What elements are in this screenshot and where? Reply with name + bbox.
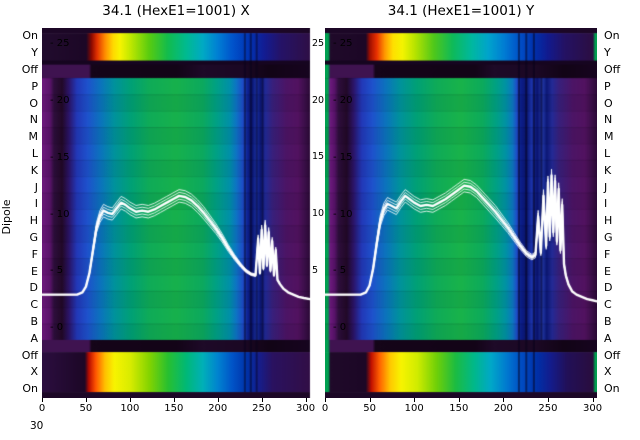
row-label-left-off: Off (21, 348, 38, 362)
row-label-right-o: O (604, 96, 613, 110)
x-tick-label: 150 (164, 403, 184, 414)
row-label-left-y: Y (31, 46, 38, 60)
row-label-left-on: On (22, 29, 38, 43)
y-tick-label: - 25 (333, 38, 353, 50)
row-label-right-a: A (604, 331, 612, 345)
row-label-left-on: On (22, 382, 38, 396)
x-tick-label: 300 (296, 403, 316, 414)
row-label-right-b: B (604, 315, 612, 328)
heatmap-panel-y (325, 28, 597, 398)
row-label-left-d: D (29, 281, 38, 295)
row-label-right-l: L (604, 147, 611, 160)
x-tick-label: 100 (120, 403, 140, 414)
row-label-right-off: Off (604, 63, 621, 76)
y-tick-label-right: 25 (312, 37, 325, 49)
x-tick-mark (85, 398, 87, 402)
row-label-left-b: B (30, 315, 38, 328)
x-tick-label: 0 (321, 403, 329, 414)
x-tick-mark (547, 398, 549, 402)
row-label-right-h: H (604, 214, 613, 228)
x-tick-label: 300 (582, 403, 603, 414)
row-label-left-n: N (29, 113, 38, 127)
row-label-left-i: I (34, 197, 38, 211)
x-tick-mark (325, 398, 326, 402)
row-label-left-g: G (29, 231, 38, 244)
x-tick-mark (173, 398, 175, 402)
row-label-right-g: G (604, 231, 613, 244)
y-tick-label: - 0 (333, 322, 347, 333)
row-label-left-e: E (31, 264, 38, 278)
row-label-left-m: M (28, 130, 39, 144)
x-tick-mark (503, 398, 505, 402)
y-tick-label-right: 5 (312, 264, 319, 276)
row-label-left-c: C (30, 298, 38, 312)
x-tick-mark (305, 398, 307, 402)
row-label-left-off: Off (21, 63, 38, 76)
x-tick-label: 100 (404, 403, 424, 414)
row-label-left-o: O (29, 96, 38, 110)
x-tick-mark (458, 398, 460, 402)
y-tick-label: - 20 (333, 95, 353, 106)
row-label-left-l: L (31, 147, 38, 160)
panel-title-x: 34.1 (HexE1=1001) X (102, 3, 250, 19)
row-label-left-k: K (30, 163, 38, 177)
y-tick-label: - 15 (333, 151, 353, 163)
row-label-left-j: J (34, 180, 38, 194)
heatmap-panel-x (42, 28, 326, 398)
y-tick-label: - 10 (50, 208, 70, 220)
x-tick-label: 50 (363, 403, 376, 414)
y-tick-label-right: 10 (312, 208, 325, 219)
x-tick-mark (217, 398, 219, 402)
row-label-right-d: D (604, 281, 613, 295)
y-tick-label: - 10 (333, 208, 353, 220)
row-label-left-h: H (29, 214, 38, 228)
row-label-left-f: F (31, 247, 38, 261)
row-label-right-on: On (604, 382, 620, 396)
y-tick-label-right: 20 (312, 94, 325, 106)
row-label-right-c: C (604, 298, 612, 312)
row-label-right-m: M (604, 130, 614, 144)
x-tick-label: 50 (79, 403, 93, 414)
row-label-left-p: P (31, 79, 38, 93)
x-tick-mark (261, 398, 263, 402)
x-tick-label: 200 (208, 403, 228, 414)
y-tick-label: - 25 (50, 38, 70, 50)
row-label-left-x: X (30, 365, 38, 379)
row-label-left-a: A (30, 331, 38, 345)
row-label-right-on: On (604, 29, 620, 43)
row-label-right-p: P (604, 79, 611, 93)
y-tick-label: - 20 (50, 95, 70, 106)
panel-title-y: 34.1 (HexE1=1001) Y (387, 3, 535, 19)
row-label-right-f: F (604, 247, 611, 261)
y-tick-label: - 15 (50, 151, 70, 163)
x-tick-mark (414, 398, 416, 402)
x-tick-mark (42, 398, 43, 402)
x-tick-mark (592, 398, 594, 402)
x-tick-label: 0 (38, 403, 46, 414)
x-tick-label: 200 (493, 403, 513, 414)
x-tick-label: 250 (538, 403, 558, 414)
x-tick-mark (369, 398, 371, 402)
row-label-right-e: E (604, 264, 611, 278)
y-tick-label: - 0 (50, 322, 64, 333)
x-tick-label: 250 (252, 403, 272, 414)
row-label-right-j: J (604, 180, 608, 194)
y-tick-label: - 5 (333, 265, 347, 277)
row-label-right-n: N (604, 113, 613, 127)
row-label-right-k: K (604, 163, 612, 177)
row-label-right-off: Off (604, 348, 621, 362)
stray-label-30: 30 (30, 420, 44, 432)
y-tick-label: - 5 (50, 265, 64, 277)
y-tick-label-right: 15 (312, 151, 325, 163)
row-label-right-x: X (604, 365, 612, 379)
x-tick-mark (129, 398, 131, 402)
x-tick-label: 150 (449, 403, 469, 414)
row-label-right-i: I (604, 197, 608, 211)
row-label-right-y: Y (604, 46, 611, 60)
